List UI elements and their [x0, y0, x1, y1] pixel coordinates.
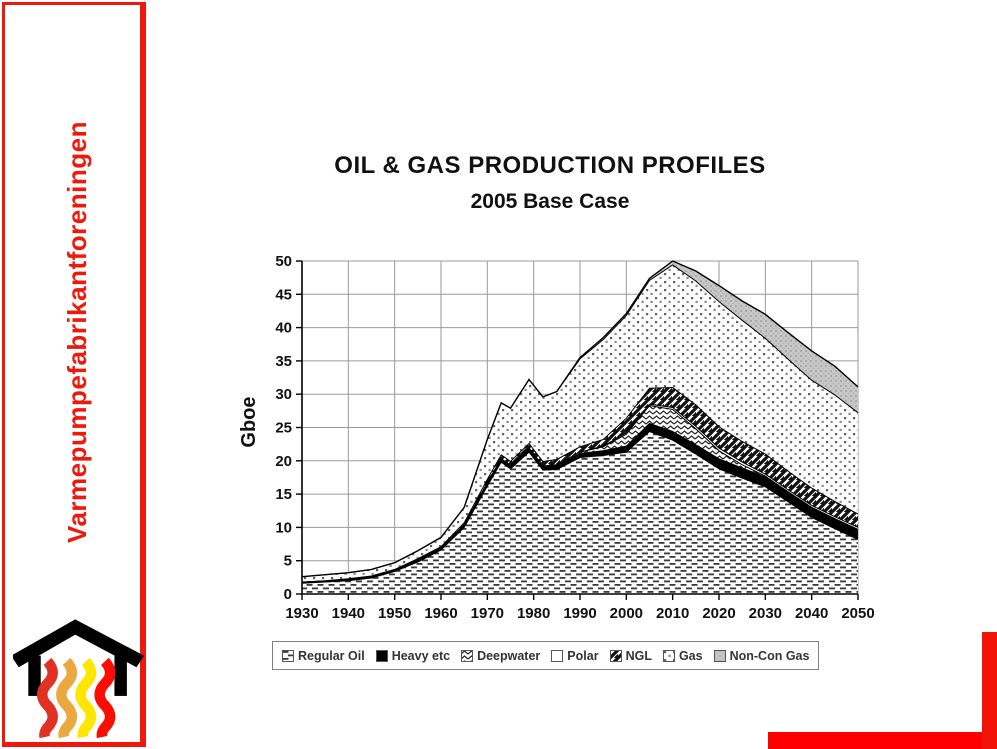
- legend-item: Regular Oil: [282, 649, 365, 663]
- svg-text:2010: 2010: [656, 605, 689, 622]
- chart-legend: Regular Oil Heavy etc Deepwater Polar NGL Gas…: [272, 641, 820, 670]
- svg-text:40: 40: [275, 320, 292, 337]
- legend-item: Non-Con Gas: [713, 648, 810, 663]
- legend-label: Heavy etc: [391, 648, 451, 663]
- svg-text:1930: 1930: [285, 605, 318, 622]
- svg-text:1970: 1970: [471, 605, 504, 622]
- legend-marker-icon: [662, 649, 675, 662]
- svg-text:1960: 1960: [424, 605, 457, 622]
- svg-text:2020: 2020: [702, 605, 735, 622]
- heatpump-house-logo: [13, 619, 145, 739]
- svg-text:30: 30: [275, 386, 292, 403]
- chart-title: OIL & GAS PRODUCTION PROFILES: [334, 152, 766, 179]
- plot-axes: 0 5 10 15 20 25 30 35 40 45 50 1930 1940 1950 1960 1970…: [275, 253, 874, 622]
- production-profile-plot: 0 5 10 15 20 25 30 35 40 45 50 1930 1940 1950 1960 1970…: [275, 253, 874, 622]
- svg-text:25: 25: [275, 420, 292, 437]
- legend-label: Gas: [678, 648, 703, 663]
- legend-label: Regular Oil: [298, 648, 365, 663]
- legend-marker-icon: [713, 649, 726, 662]
- legend-marker-icon: [282, 649, 294, 662]
- legend-marker-icon: [375, 649, 388, 662]
- legend-item: NGL: [609, 648, 652, 663]
- legend-item: Deepwater: [461, 649, 540, 663]
- svg-text:35: 35: [275, 353, 292, 370]
- svg-text:1990: 1990: [563, 605, 596, 622]
- svg-text:15: 15: [275, 486, 292, 503]
- legend-item: Gas: [662, 648, 703, 663]
- svg-text:5: 5: [284, 553, 292, 570]
- svg-text:2050: 2050: [841, 605, 874, 622]
- chart-subtitle: 2005 Base Case: [470, 190, 630, 213]
- legend-item: Polar: [551, 648, 599, 663]
- legend-label: NGL: [625, 648, 652, 663]
- accent-bar-vertical: [982, 632, 997, 749]
- svg-text:2030: 2030: [749, 605, 782, 622]
- svg-text:50: 50: [275, 253, 292, 270]
- legend-item: Heavy etc: [375, 648, 451, 663]
- y-axis-label: Gboe: [238, 396, 260, 448]
- legend-marker-icon: [551, 649, 564, 662]
- legend-label: Polar: [567, 648, 599, 663]
- svg-text:0: 0: [284, 586, 292, 603]
- accent-bar-horizontal: [768, 732, 982, 749]
- svg-text:45: 45: [275, 286, 292, 303]
- legend-label: Deepwater: [477, 648, 541, 663]
- legend-marker-icon: [609, 649, 622, 662]
- svg-text:2040: 2040: [795, 605, 828, 622]
- org-name-vertical-text: Varmepumpefabrikantforeningen: [62, 121, 92, 543]
- svg-text:1980: 1980: [517, 605, 550, 622]
- legend-label: Non-Con Gas: [729, 648, 810, 663]
- org-sidebar: Varmepumpefabrikantforeningen: [2, 2, 146, 747]
- house-roof-icon: [13, 619, 145, 696]
- svg-text:1950: 1950: [378, 605, 411, 622]
- heat-wave-stripes-icon: [36, 657, 116, 739]
- svg-text:2000: 2000: [610, 605, 643, 622]
- svg-text:1940: 1940: [332, 605, 365, 622]
- legend-marker-icon: [461, 649, 474, 662]
- stacked-area-series: [301, 260, 859, 594]
- svg-text:20: 20: [275, 453, 292, 470]
- svg-text:10: 10: [275, 519, 292, 536]
